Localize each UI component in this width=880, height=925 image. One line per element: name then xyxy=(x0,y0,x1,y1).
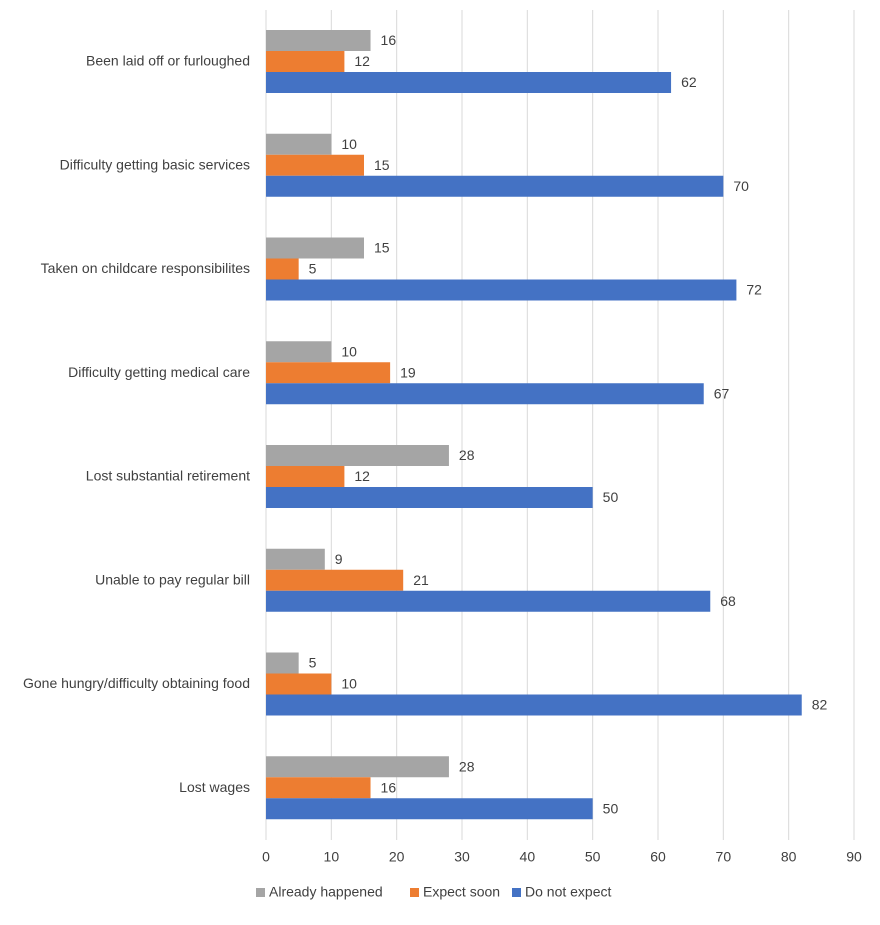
legend-label: Do not expect xyxy=(525,884,611,900)
bar xyxy=(266,756,449,778)
x-tick-label: 90 xyxy=(846,849,862,865)
value-label: 5 xyxy=(309,655,317,671)
y-tick-label: Lost substantial retirement xyxy=(86,468,250,484)
value-label: 21 xyxy=(413,572,429,588)
x-tick-label: 70 xyxy=(716,849,732,865)
bar xyxy=(266,548,325,570)
bar xyxy=(266,466,345,487)
legend-label: Expect soon xyxy=(423,884,500,900)
bar xyxy=(266,51,345,72)
x-tick-label: 60 xyxy=(650,849,666,865)
x-tick-label: 30 xyxy=(454,849,470,865)
value-label: 19 xyxy=(400,364,416,380)
value-label: 10 xyxy=(341,136,357,152)
legend-marker xyxy=(410,888,419,897)
x-tick-label: 80 xyxy=(781,849,797,865)
x-tick-label: 20 xyxy=(389,849,405,865)
bar xyxy=(266,569,404,591)
value-label: 67 xyxy=(714,385,730,401)
legend-label: Already happened xyxy=(269,884,383,900)
bar xyxy=(266,341,332,363)
value-label: 68 xyxy=(720,593,736,609)
value-label: 9 xyxy=(335,551,343,567)
bar xyxy=(266,590,711,612)
bar xyxy=(266,237,364,259)
x-tick-label: 10 xyxy=(324,849,340,865)
bar xyxy=(266,487,593,508)
x-tick-label: 50 xyxy=(585,849,601,865)
bar xyxy=(266,383,704,405)
y-tick-label: Unable to pay regular bill xyxy=(95,571,250,587)
legend-marker xyxy=(512,888,521,897)
x-tick-label: 40 xyxy=(520,849,536,865)
bar xyxy=(266,175,724,197)
bar xyxy=(266,798,593,820)
y-tick-label: Difficulty getting basic services xyxy=(60,156,250,172)
bar xyxy=(266,30,371,51)
y-tick-label: Lost wages xyxy=(179,779,250,795)
value-label: 16 xyxy=(381,779,397,795)
bar xyxy=(266,133,332,155)
legend-marker xyxy=(256,888,265,897)
value-label: 10 xyxy=(341,676,357,692)
value-label: 5 xyxy=(309,261,317,277)
value-label: 28 xyxy=(459,447,475,463)
value-label: 12 xyxy=(354,468,370,484)
y-tick-label: Difficulty getting medical care xyxy=(68,364,250,380)
bar xyxy=(266,673,332,695)
bar xyxy=(266,72,672,93)
bar xyxy=(266,777,371,799)
bar xyxy=(266,362,391,384)
value-label: 10 xyxy=(341,343,357,359)
value-label: 50 xyxy=(603,800,619,816)
value-label: 62 xyxy=(681,74,697,90)
value-label: 16 xyxy=(381,32,397,48)
bar xyxy=(266,652,299,674)
y-tick-label: Taken on childcare responsibilites xyxy=(41,260,250,276)
y-tick-label: Gone hungry/difficulty obtaining food xyxy=(23,675,250,691)
value-label: 15 xyxy=(374,157,390,173)
value-label: 50 xyxy=(603,489,619,505)
value-label: 82 xyxy=(812,697,828,713)
y-tick-label: Been laid off or furloughed xyxy=(86,53,250,69)
bar xyxy=(266,445,449,466)
value-label: 72 xyxy=(746,282,762,298)
bar xyxy=(266,258,299,280)
value-label: 28 xyxy=(459,758,475,774)
x-tick-label: 0 xyxy=(262,849,270,865)
value-label: 70 xyxy=(733,178,749,194)
bar xyxy=(266,154,364,176)
bar xyxy=(266,279,737,301)
value-label: 12 xyxy=(354,53,370,69)
bar xyxy=(266,694,802,716)
value-label: 15 xyxy=(374,240,390,256)
